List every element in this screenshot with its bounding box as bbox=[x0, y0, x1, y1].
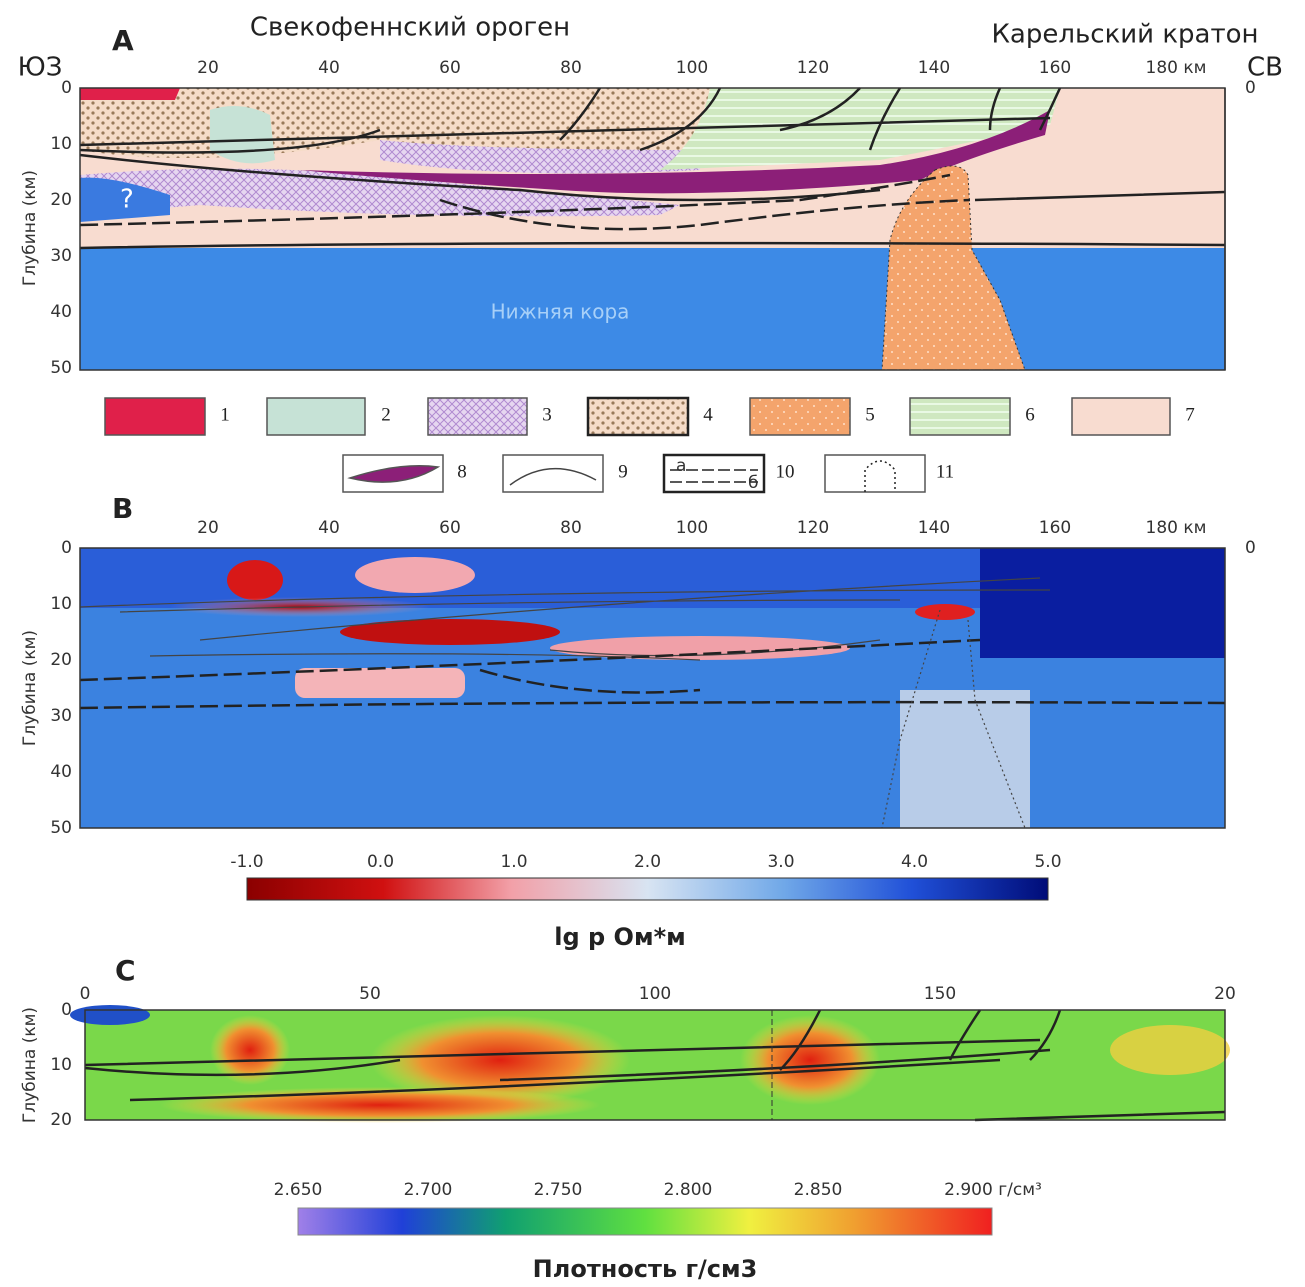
colorbar-tick: 2.0 bbox=[634, 852, 661, 872]
colorbar-b bbox=[247, 878, 1048, 900]
legend-label: 3 bbox=[542, 404, 552, 425]
x-tick-label: 0 bbox=[80, 984, 91, 1004]
x-tick-label: 160 bbox=[1039, 58, 1071, 78]
colorbar-tick: 2.800 bbox=[664, 1180, 713, 1200]
colorbar-tick: 4.0 bbox=[901, 852, 928, 872]
region-label: Карельский кратон bbox=[991, 20, 1258, 50]
colorbar-tick: 1.0 bbox=[500, 852, 527, 872]
legend-label: 4 bbox=[703, 404, 713, 425]
colorbar-tick: 2.900 г/см³ bbox=[944, 1180, 1042, 1200]
x-tick-label: 100 bbox=[676, 518, 708, 538]
colorbar-tick: 2.650 bbox=[274, 1180, 323, 1200]
panel-a bbox=[80, 88, 1225, 370]
x-tick-label: 160 bbox=[1039, 518, 1071, 538]
y-axis-label: Глубина (км) bbox=[20, 1007, 40, 1123]
legend-label: 1 bbox=[220, 404, 230, 425]
y-tick-label: 10 bbox=[50, 594, 72, 614]
layer-2 bbox=[210, 106, 275, 163]
direction-label: ЮЗ bbox=[18, 53, 63, 83]
panel-letter: B bbox=[112, 492, 133, 525]
legend-label: 9 bbox=[618, 461, 628, 482]
legend-a bbox=[105, 398, 1170, 492]
colorbar-tick: 2.750 bbox=[534, 1180, 583, 1200]
y-tick-label: 0 bbox=[61, 78, 72, 98]
x-tick-label: 180 км bbox=[1146, 518, 1207, 538]
x-tick-label: 60 bbox=[439, 518, 461, 538]
legend-label: 10 bbox=[776, 461, 795, 482]
x-tick-label: 20 bbox=[197, 518, 219, 538]
x-tick-label: 100 bbox=[639, 984, 671, 1004]
colorbar-label: Плотность г/см3 bbox=[533, 1255, 758, 1283]
colorbar-tick: 3.0 bbox=[767, 852, 794, 872]
y-tick-label: 50 bbox=[50, 818, 72, 838]
y-axis-label: Глубина (км) bbox=[20, 170, 40, 286]
x-tick-label: 120 bbox=[797, 518, 829, 538]
layer-1 bbox=[80, 88, 180, 100]
colorbar-label: lg p Ом*м bbox=[554, 923, 685, 951]
colorbar-tick: -1.0 bbox=[230, 852, 263, 872]
colorbar-tick: 5.0 bbox=[1034, 852, 1061, 872]
y-tick-label: 20 bbox=[50, 1110, 72, 1130]
layer-label: Нижняя кора bbox=[491, 300, 630, 324]
region-label: Свекофеннский ороген bbox=[250, 13, 570, 43]
y-axis-label: Глубина (км) bbox=[20, 630, 40, 746]
tick-label: 0 bbox=[1245, 78, 1256, 98]
y-tick-label: 30 bbox=[50, 706, 72, 726]
colorbar-c bbox=[298, 1208, 992, 1235]
y-tick-label: 20 bbox=[50, 650, 72, 670]
y-tick-label: 40 bbox=[50, 762, 72, 782]
figure: A Свекофеннский ороген Карельский кратон… bbox=[0, 0, 1305, 1287]
y-tick-label: 50 bbox=[50, 358, 72, 378]
legend-label: 7 bbox=[1185, 404, 1195, 425]
colorbar-tick: 0.0 bbox=[367, 852, 394, 872]
legend-sub: б bbox=[748, 473, 758, 493]
y-tick-label: 20 bbox=[50, 190, 72, 210]
y-tick-label: 10 bbox=[50, 1055, 72, 1075]
legend-label: 11 bbox=[936, 461, 954, 482]
question-mark: ? bbox=[120, 185, 134, 215]
x-tick-label: 80 bbox=[560, 58, 582, 78]
x-tick-label: 140 bbox=[918, 518, 950, 538]
x-tick-label: 100 bbox=[676, 58, 708, 78]
colorbar-tick: 2.850 bbox=[794, 1180, 843, 1200]
x-tick-label: 20 bbox=[1214, 984, 1236, 1004]
y-tick-label: 30 bbox=[50, 246, 72, 266]
panel-letter: A bbox=[112, 24, 134, 57]
panel-c bbox=[70, 1005, 1230, 1235]
legend-label: 5 bbox=[865, 404, 875, 425]
legend-sub: а bbox=[676, 456, 686, 476]
legend-label: 2 bbox=[381, 404, 391, 425]
panel-letter: C bbox=[115, 954, 136, 987]
legend-label: 6 bbox=[1025, 404, 1035, 425]
y-tick-label: 40 bbox=[50, 302, 72, 322]
panel-b bbox=[80, 548, 1225, 900]
x-tick-label: 20 bbox=[197, 58, 219, 78]
x-tick-label: 140 bbox=[918, 58, 950, 78]
y-tick-label: 0 bbox=[61, 1000, 72, 1020]
x-tick-label: 50 bbox=[359, 984, 381, 1004]
lower-crust bbox=[80, 248, 1225, 370]
x-tick-label: 40 bbox=[318, 518, 340, 538]
x-tick-label: 60 bbox=[439, 58, 461, 78]
x-tick-label: 80 bbox=[560, 518, 582, 538]
y-tick-label: 0 bbox=[61, 538, 72, 558]
x-tick-label: 150 bbox=[924, 984, 956, 1004]
legend-label: 8 bbox=[457, 461, 467, 482]
x-tick-label: 120 bbox=[797, 58, 829, 78]
x-tick-label: 40 bbox=[318, 58, 340, 78]
x-tick-label: 180 км bbox=[1146, 58, 1207, 78]
tick-label: 0 bbox=[1245, 538, 1256, 558]
colorbar-tick: 2.700 bbox=[404, 1180, 453, 1200]
y-tick-label: 10 bbox=[50, 134, 72, 154]
